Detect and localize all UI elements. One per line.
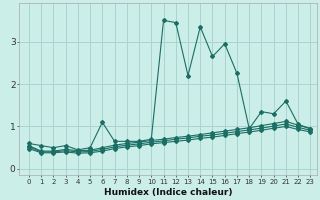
X-axis label: Humidex (Indice chaleur): Humidex (Indice chaleur) (104, 188, 232, 197)
